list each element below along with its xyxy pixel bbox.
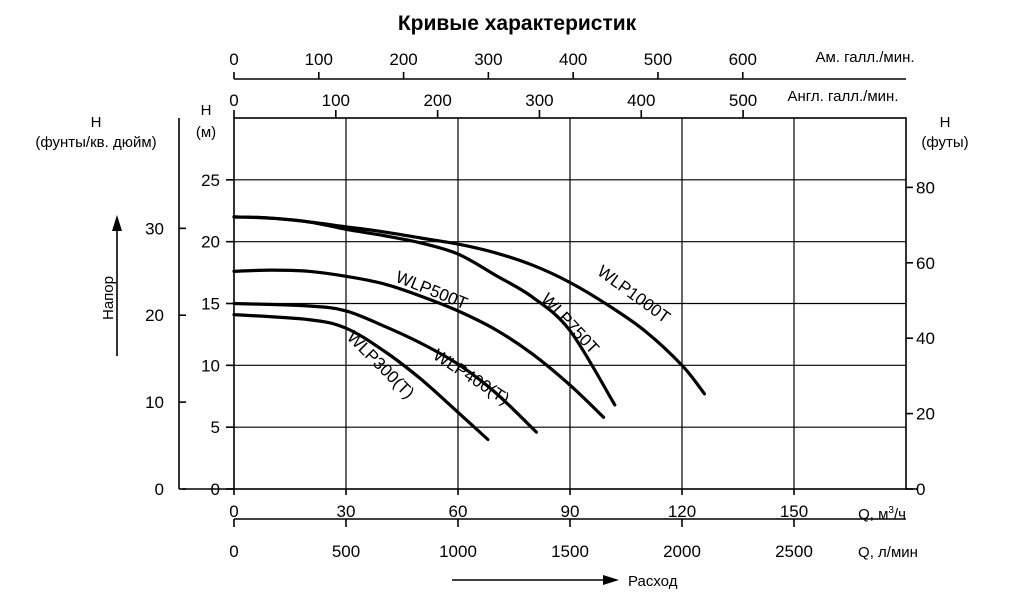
bottom-axis-tick-label: 0 [229,502,238,521]
m-axis-tick-label: 20 [201,233,220,252]
bottom-axis-tick-label: 90 [561,502,580,521]
ft-axis-tick-label: 60 [916,254,935,273]
grid-lines [234,118,906,489]
chart-title: Кривые характеристик [398,12,637,35]
m-axis-tick-label: 25 [201,171,220,190]
top-axis-tick-label: 0 [229,50,238,69]
bottom-axis2-label: Q, л/мин [858,544,918,561]
top-axis2-tick-label: 200 [423,91,451,110]
psi-axis-label-line1: H [91,114,102,131]
bottom-axis-tick-label: 60 [449,502,468,521]
bottom-axis2-tick-label: 2500 [775,542,813,561]
m-axis-tick-label: 5 [211,418,220,437]
psi-axis-tick-label: 10 [145,393,164,412]
ft-axis-tick-label: 0 [916,480,925,499]
top-axis2-label: Англ. галл./мин. [788,88,899,105]
top-axis-label: Ам. галл./мин. [815,49,914,66]
m-axis-tick-label: 10 [201,356,220,375]
curve-wlp400t [232,301,538,434]
psi-axis-tick-label: 20 [145,306,164,325]
top-axis-tick-label: 600 [729,50,757,69]
curve-wlp1000t [232,215,706,396]
ft-axis-label-line1: H [940,114,951,131]
bottom-axis-tick-label: 30 [337,502,356,521]
top-axis2-tick-label: 300 [525,91,553,110]
curve-label: WLP1000T [594,262,674,327]
psi-axis-tick-label: 30 [145,219,164,238]
m-axis-label-line1: H [201,102,212,119]
bottom-axis-tick-label: 120 [668,502,696,521]
bottom-axis2-tick-label: 1000 [439,542,477,561]
head-axis-title: Напор [100,276,117,320]
ft-axis-tick-label: 20 [916,405,935,424]
ft-axis-tick-label: 80 [916,178,935,197]
bottom-axis2-tick-label: 500 [332,542,360,561]
top-axis-tick-label: 300 [474,50,502,69]
top-axis-tick-label: 200 [389,50,417,69]
bottom-axis2-tick-label: 1500 [551,542,589,561]
flow-axis-title: Расход [628,573,678,590]
top-axis2-tick-label: 0 [229,91,238,110]
top-axis2-tick-label: 400 [627,91,655,110]
curve-wlp500t [232,268,606,419]
m-axis-tick-label: 15 [201,295,220,314]
psi-axis-label-line2: (фунты/кв. дюйм) [35,134,156,151]
top-axis-tick-label: 500 [644,50,672,69]
axes [178,72,918,527]
m-axis-tick-label: 0 [211,480,220,499]
top-axis2-tick-label: 100 [322,91,350,110]
head-arrow-icon [112,215,122,231]
top-axis-tick-label: 400 [559,50,587,69]
bottom-axis-tick-label: 150 [780,502,808,521]
top-axis-tick-label: 100 [305,50,333,69]
bottom-axis2-tick-label: 2000 [663,542,701,561]
bottom-axis2-tick-label: 0 [229,542,238,561]
m-axis-label-line2: (м) [196,124,216,141]
psi-axis-tick-label: 0 [155,480,164,499]
ft-axis-tick-label: 40 [916,329,935,348]
curve-wlp300t [232,313,490,442]
ft-axis-label-line2: (футы) [921,134,968,151]
flow-arrow-icon [603,575,619,585]
pump-curves [232,215,706,442]
top-axis2-tick-label: 500 [729,91,757,110]
bottom-axis-label: Q, м3/ч [858,505,906,523]
